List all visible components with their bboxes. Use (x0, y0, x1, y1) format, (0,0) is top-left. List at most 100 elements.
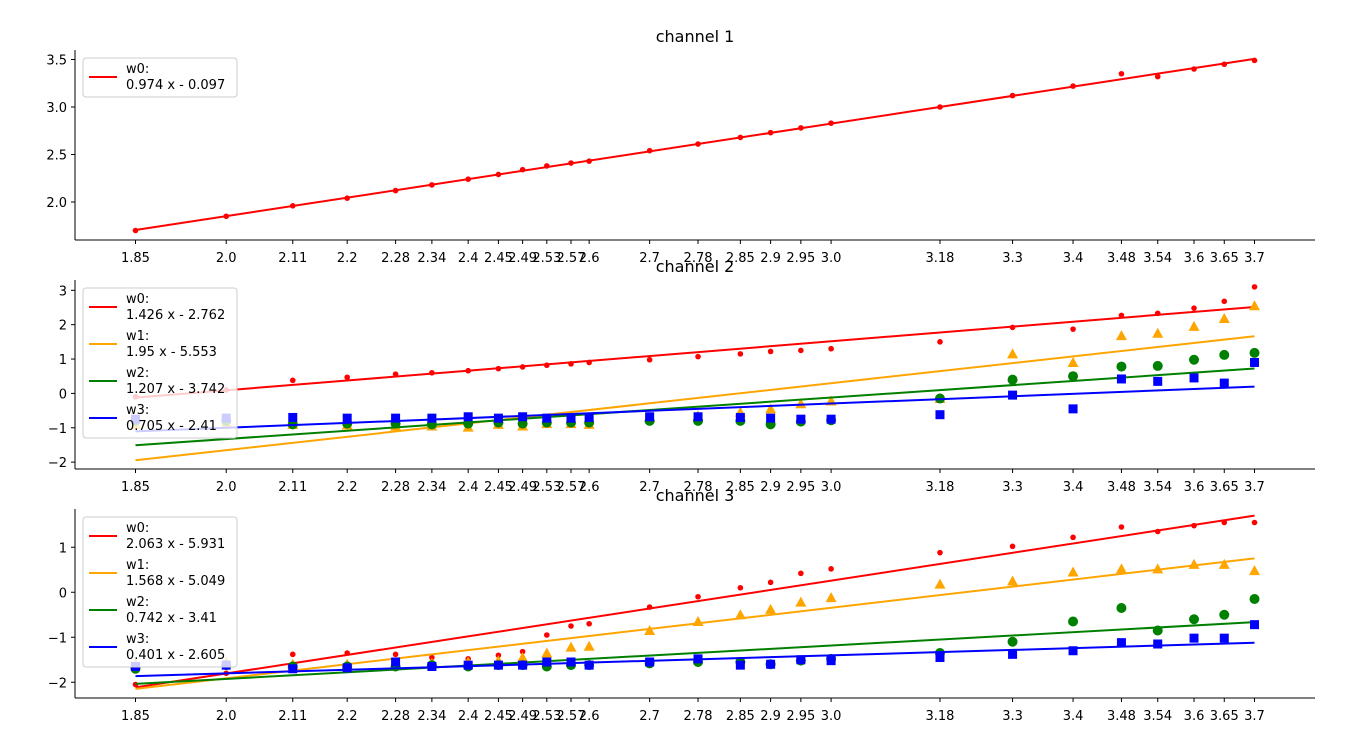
data-point (288, 412, 298, 422)
x-tick-label: 2.57 (557, 251, 586, 266)
data-point (463, 412, 473, 422)
data-point (1008, 390, 1018, 400)
y-tick-label: −1 (48, 422, 67, 437)
legend-box (82, 57, 238, 98)
legend-box (82, 516, 238, 668)
x-tick-label: 3.48 (1107, 480, 1136, 495)
data-point (1189, 633, 1199, 643)
data-point (645, 657, 655, 667)
data-point (519, 648, 526, 655)
data-point (1116, 374, 1126, 384)
series-2 (129, 557, 1261, 690)
x-tick-label: 3.7 (1244, 709, 1265, 724)
x-tick-label: 2.11 (278, 480, 307, 495)
data-point (566, 413, 576, 423)
x-tick-label: 3.54 (1143, 251, 1172, 266)
x-tick-label: 2.4 (458, 709, 479, 724)
x-tick-label: 2.9 (760, 480, 781, 495)
data-point (1068, 371, 1079, 382)
data-point (1189, 614, 1200, 625)
data-point (1219, 609, 1230, 620)
data-point (1218, 558, 1230, 569)
x-tick-label: 3.4 (1063, 480, 1084, 495)
x-tick-label: 2.78 (684, 709, 713, 724)
x-tick-label: 2.57 (557, 480, 586, 495)
fit-line (135, 641, 1255, 678)
x-tick-label: 2.28 (381, 251, 410, 266)
data-point (542, 657, 552, 667)
data-point (765, 603, 777, 614)
x-tick-label: 2.85 (726, 709, 755, 724)
fit-line (135, 514, 1255, 689)
data-point (1249, 565, 1261, 576)
data-point (1188, 558, 1200, 569)
legend-equation: 1.426 x - 2.762 (126, 308, 225, 323)
x-tick-label: 2.95 (786, 480, 815, 495)
data-point (798, 570, 804, 577)
series-4 (130, 357, 1260, 433)
data-point (1251, 284, 1258, 290)
legend-equation: 1.568 x - 5.049 (126, 574, 225, 589)
data-point (1189, 354, 1200, 365)
data-point (734, 609, 746, 620)
data-point (344, 374, 350, 381)
data-point (1219, 378, 1229, 388)
x-tick-label: 2.85 (726, 480, 755, 495)
data-point (1249, 594, 1260, 604)
x-tick-label: 2.2 (337, 251, 358, 266)
data-point (1007, 636, 1018, 647)
x-tick-label: 3.6 (1184, 709, 1205, 724)
data-point (463, 660, 473, 670)
x-tick-label: 2.53 (532, 709, 561, 724)
data-point (798, 347, 804, 354)
x-tick-label: 1.85 (121, 251, 150, 266)
x-tick-label: 2.11 (278, 251, 307, 266)
data-point (828, 566, 834, 572)
data-point (935, 410, 945, 420)
data-point (1191, 305, 1197, 311)
data-point (1153, 376, 1163, 386)
legend-equation: 0.742 x - 3.41 (126, 611, 217, 626)
data-point (1115, 563, 1127, 574)
data-point (1154, 73, 1161, 80)
series-3 (130, 347, 1260, 447)
y-tick-label: 1 (59, 353, 67, 368)
x-tick-label: 2.9 (760, 251, 781, 266)
data-point (1009, 543, 1016, 550)
data-point (342, 413, 352, 423)
x-tick-label: 2.78 (684, 480, 713, 495)
x-tick-label: 3.18 (925, 480, 954, 495)
data-point (565, 641, 577, 652)
x-tick-label: 2.7 (639, 480, 660, 495)
data-point (517, 652, 529, 662)
series-1 (132, 284, 1258, 400)
x-tick-label: 2.0 (216, 480, 237, 495)
x-tick-label: 3.0 (821, 251, 842, 266)
x-tick-label: 2.34 (417, 251, 446, 266)
data-point (735, 660, 745, 670)
x-tick-label: 2.85 (726, 251, 755, 266)
data-point (493, 413, 503, 423)
data-point (826, 414, 836, 424)
data-point (1070, 534, 1076, 541)
x-tick-label: 3.3 (1002, 709, 1023, 724)
x-tick-label: 3.65 (1210, 480, 1239, 495)
y-tick-label: −2 (48, 676, 67, 691)
data-point (767, 348, 774, 355)
data-point (1115, 330, 1127, 341)
data-point (767, 579, 774, 586)
data-point (737, 584, 744, 591)
x-tick-label: 2.49 (508, 251, 537, 266)
legend-equation: 0.705 x - 2.41 (126, 419, 217, 434)
data-point (1188, 320, 1200, 331)
fit-line (135, 621, 1255, 685)
data-point (695, 353, 701, 360)
x-tick-label: 2.0 (216, 251, 237, 266)
series-4 (130, 620, 1260, 678)
data-point (1007, 374, 1018, 385)
data-point (695, 593, 701, 600)
x-tick-label: 2.28 (381, 480, 410, 495)
y-tick-label: 3 (59, 284, 67, 299)
y-tick-label: 2.5 (46, 149, 67, 164)
